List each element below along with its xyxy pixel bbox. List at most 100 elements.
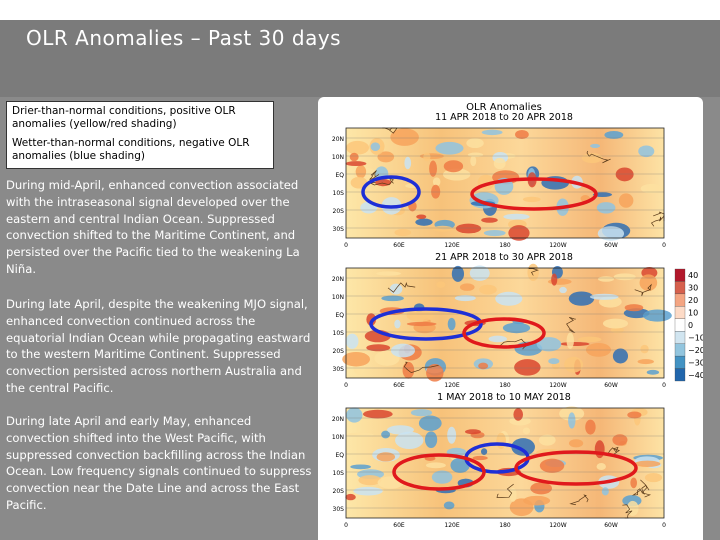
anomaly-patch bbox=[355, 165, 367, 179]
anomaly-patch bbox=[377, 476, 404, 489]
anomaly-patch bbox=[640, 344, 649, 354]
anomaly-patch bbox=[479, 284, 497, 295]
anomaly-patch bbox=[515, 129, 529, 139]
anomaly-patch bbox=[590, 143, 601, 148]
anomaly-patch bbox=[514, 359, 541, 376]
colorbar-label: 0 bbox=[688, 321, 693, 330]
colorbar-swatch bbox=[674, 293, 686, 307]
anomaly-patch bbox=[404, 156, 412, 170]
paragraph-late-april: During late April, despite the weakening… bbox=[6, 297, 311, 395]
colorbar-swatch bbox=[674, 306, 686, 319]
longitude-label: 60E bbox=[393, 522, 405, 529]
longitude-label: 180 bbox=[499, 382, 511, 389]
anomaly-patch bbox=[345, 333, 359, 349]
anomaly-patch bbox=[630, 477, 638, 489]
anomaly-patch bbox=[466, 138, 484, 149]
latitude-label: EQ bbox=[335, 312, 344, 319]
anomaly-patch bbox=[390, 128, 419, 146]
coastline bbox=[496, 483, 514, 498]
anomaly-patch bbox=[426, 363, 444, 382]
anomaly-patch bbox=[410, 409, 433, 417]
anomaly-patch bbox=[381, 295, 404, 302]
colorbar-label: −30 bbox=[688, 358, 703, 367]
anomaly-patch bbox=[612, 434, 628, 446]
anomaly-patch bbox=[483, 229, 506, 237]
anomaly-patch bbox=[564, 356, 584, 373]
latitude-label: 20S bbox=[333, 488, 345, 495]
anomaly-patch bbox=[596, 202, 616, 214]
longitude-label: 120W bbox=[549, 242, 566, 249]
longitude-label: 120E bbox=[444, 242, 459, 249]
legend-box: Drier-than-normal conditions, positive O… bbox=[6, 101, 274, 169]
coastline bbox=[387, 282, 416, 293]
anomaly-patch bbox=[455, 223, 482, 234]
anomaly-patch bbox=[488, 335, 507, 343]
coastline bbox=[566, 316, 576, 333]
anomaly-patch bbox=[431, 470, 453, 484]
colorbar-label: 10 bbox=[688, 309, 698, 318]
anomaly-patch bbox=[624, 304, 644, 312]
anomaly-patch bbox=[626, 500, 639, 516]
latitude-label: 20N bbox=[332, 276, 344, 283]
anomaly-patch bbox=[469, 265, 490, 281]
anomaly-patch bbox=[589, 293, 619, 300]
latitude-label: 10N bbox=[332, 154, 344, 161]
colorbar-label: 20 bbox=[688, 296, 698, 305]
coastline bbox=[640, 479, 650, 495]
anomaly-patch bbox=[470, 155, 477, 167]
anomaly-patch bbox=[394, 319, 401, 329]
slide-title: OLR Anomalies – Past 30 days bbox=[26, 26, 342, 50]
anomaly-patch bbox=[577, 336, 602, 343]
anomaly-patch bbox=[345, 432, 374, 437]
title-bar bbox=[0, 20, 720, 97]
anomaly-patch bbox=[387, 425, 414, 435]
anomaly-patch bbox=[362, 409, 393, 419]
anomaly-patch bbox=[585, 419, 596, 435]
longitude-label: 0 bbox=[344, 242, 348, 249]
anomaly-patch bbox=[502, 322, 531, 334]
anomaly-patch bbox=[432, 225, 453, 232]
latitude-label: 30S bbox=[333, 506, 345, 513]
anomaly-patch bbox=[627, 411, 642, 419]
olr-anomaly-figure: OLR Anomalies 11 APR 2018 to 20 APR 2018… bbox=[318, 97, 703, 540]
longitude-label: 180 bbox=[499, 242, 511, 249]
anomaly-patch bbox=[454, 295, 476, 302]
anomaly-patch bbox=[358, 475, 382, 486]
latitude-label: EQ bbox=[335, 172, 344, 179]
anomaly-patch bbox=[416, 214, 427, 219]
anomaly-patch bbox=[345, 161, 367, 167]
longitude-label: 60E bbox=[393, 242, 405, 249]
anomaly-patch bbox=[431, 184, 441, 199]
anomaly-patch bbox=[481, 129, 503, 136]
colorbar-label: 30 bbox=[688, 284, 698, 293]
anomaly-patch bbox=[593, 192, 612, 198]
suppressed-convection-circle bbox=[470, 177, 598, 211]
longitude-label: 60W bbox=[604, 242, 618, 249]
enhanced-convection-circle bbox=[369, 307, 483, 341]
longitude-label: 60E bbox=[393, 382, 405, 389]
anomaly-patch bbox=[376, 452, 396, 462]
anomaly-patch bbox=[640, 183, 663, 194]
anomaly-patch bbox=[530, 482, 553, 495]
latitude-label: 30S bbox=[333, 366, 345, 373]
longitude-label: 0 bbox=[662, 522, 666, 529]
panel-period-label: 11 APR 2018 to 20 APR 2018 bbox=[435, 112, 573, 123]
anomaly-patch bbox=[559, 286, 567, 294]
coastline bbox=[369, 177, 394, 186]
coastline bbox=[632, 488, 652, 498]
anomaly-patch bbox=[481, 217, 498, 223]
latitude-label: 10N bbox=[332, 434, 344, 441]
anomaly-patch bbox=[523, 495, 551, 506]
latitude-label: 20S bbox=[333, 348, 345, 355]
map-panel-2: 21 APR 2018 to 30 APR 2018 20N 10N EQ 10S 20S… bbox=[332, 252, 672, 389]
anomaly-patch bbox=[350, 176, 368, 189]
anomaly-patch bbox=[618, 193, 634, 208]
anomaly-patch bbox=[432, 177, 441, 187]
colorbar-label: −10 bbox=[688, 333, 703, 342]
latitude-label: 20S bbox=[333, 208, 345, 215]
anomaly-patch bbox=[406, 309, 434, 322]
enhanced-convection-circle bbox=[361, 175, 421, 209]
longitude-label: 180 bbox=[499, 522, 511, 529]
anomaly-patch bbox=[467, 152, 484, 157]
colorbar-label: −40 bbox=[688, 371, 703, 380]
